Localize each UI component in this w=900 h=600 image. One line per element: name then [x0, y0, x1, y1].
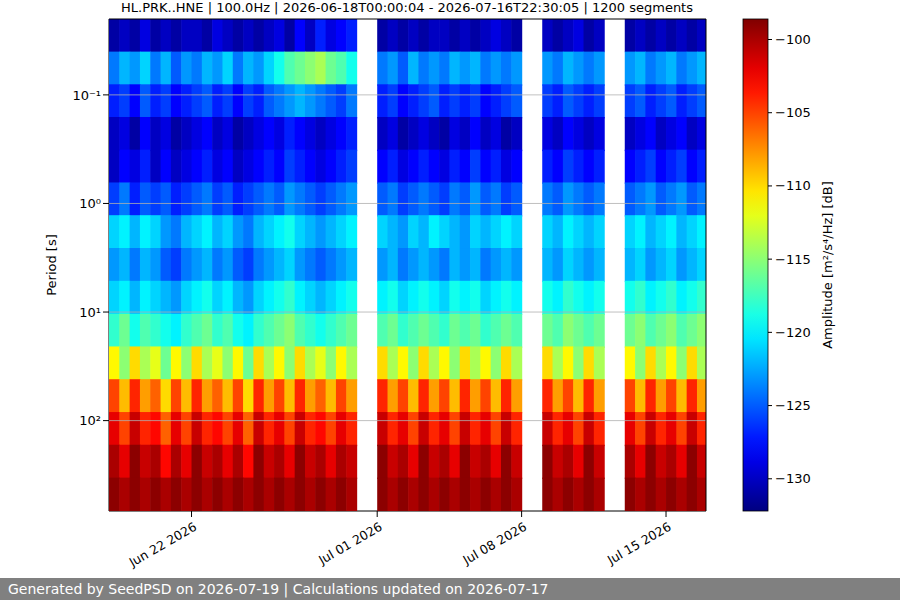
svg-text:Jul 08 2026: Jul 08 2026 [459, 519, 529, 568]
svg-text:−100: −100 [775, 32, 811, 47]
html-text:Generated by SeedPSD on 2026-0: Generated by SeedPSD on 2026-07-19 | Cal… [8, 581, 549, 597]
svg-text:−115: −115 [775, 252, 811, 267]
html-text:HL.PRK..HNE | 100.0Hz | 2026-0: HL.PRK..HNE | 100.0Hz | 2026-06-18T00:00… [121, 0, 693, 15]
svg-text:Jul 01 2026: Jul 01 2026 [315, 519, 385, 568]
svg-text:Period [s]: Period [s] [44, 234, 59, 296]
svg-text:Amplitude [m²/s⁴/Hz] [dB]: Amplitude [m²/s⁴/Hz] [dB] [820, 181, 835, 349]
svg-text:Jun 22 2026: Jun 22 2026 [126, 519, 200, 570]
svg-text:10⁻¹: 10⁻¹ [72, 88, 101, 103]
svg-text:−105: −105 [775, 105, 811, 120]
svg-text:10²: 10² [79, 413, 101, 428]
svg-text:10⁰: 10⁰ [79, 196, 101, 211]
svg-text:−120: −120 [775, 325, 811, 340]
svg-text:Jul 15 2026: Jul 15 2026 [604, 519, 674, 568]
svg-text:10¹: 10¹ [79, 305, 101, 320]
svg-text:−125: −125 [775, 398, 811, 413]
svg-text:−110: −110 [775, 178, 811, 193]
svg-text:−130: −130 [775, 471, 811, 486]
